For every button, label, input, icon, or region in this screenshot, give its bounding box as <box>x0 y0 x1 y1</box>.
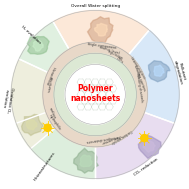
Text: Carbon nitride: Carbon nitride <box>110 128 132 144</box>
Text: surface: surface <box>48 107 57 120</box>
Wedge shape <box>95 30 179 123</box>
Text: transport distances: transport distances <box>86 134 118 143</box>
Wedge shape <box>43 42 147 147</box>
Wedge shape <box>11 59 95 149</box>
Polygon shape <box>26 119 37 130</box>
Polygon shape <box>33 40 43 51</box>
Text: atomic level: atomic level <box>99 45 120 55</box>
Text: Heterostructures: Heterostructures <box>33 151 56 182</box>
Circle shape <box>65 64 125 125</box>
Wedge shape <box>53 10 149 94</box>
Text: Oxidative O₂
evolution: Oxidative O₂ evolution <box>1 86 14 113</box>
Wedge shape <box>95 94 174 179</box>
Text: Pollutant
degradation: Pollutant degradation <box>173 59 187 85</box>
Circle shape <box>44 124 51 131</box>
Polygon shape <box>143 141 155 152</box>
Polygon shape <box>80 155 92 167</box>
Text: CTFs: CTFs <box>115 56 124 64</box>
Polygon shape <box>138 135 162 158</box>
Wedge shape <box>16 94 95 179</box>
Text: regulation: regulation <box>107 49 124 61</box>
Polygon shape <box>94 23 107 36</box>
Circle shape <box>141 135 148 142</box>
Text: Loading carriers: Loading carriers <box>133 65 146 92</box>
Text: CO₂ reduction: CO₂ reduction <box>133 157 158 176</box>
Text: short carrier: short carrier <box>101 133 122 144</box>
Polygon shape <box>88 17 113 43</box>
Text: Single-component: Single-component <box>87 42 117 50</box>
Text: Polymer: Polymer <box>77 84 113 93</box>
Text: Winding channels: Winding channels <box>135 73 143 103</box>
Text: Heterojunctions: Heterojunctions <box>128 56 146 81</box>
Wedge shape <box>54 53 136 136</box>
Polygon shape <box>154 65 164 76</box>
Polygon shape <box>149 61 170 82</box>
Polygon shape <box>22 115 43 136</box>
Text: Overall Water splitting: Overall Water splitting <box>70 4 120 8</box>
Text: Hydrophilic: Hydrophilic <box>48 114 62 132</box>
Text: H₂ evolution: H₂ evolution <box>20 25 41 44</box>
Polygon shape <box>74 148 98 173</box>
Wedge shape <box>19 22 95 94</box>
Text: Hierarchical: Hierarchical <box>44 66 55 86</box>
Circle shape <box>6 6 184 183</box>
Text: structures: structures <box>46 76 53 93</box>
Text: nanosheets: nanosheets <box>70 94 120 103</box>
Polygon shape <box>27 36 49 54</box>
